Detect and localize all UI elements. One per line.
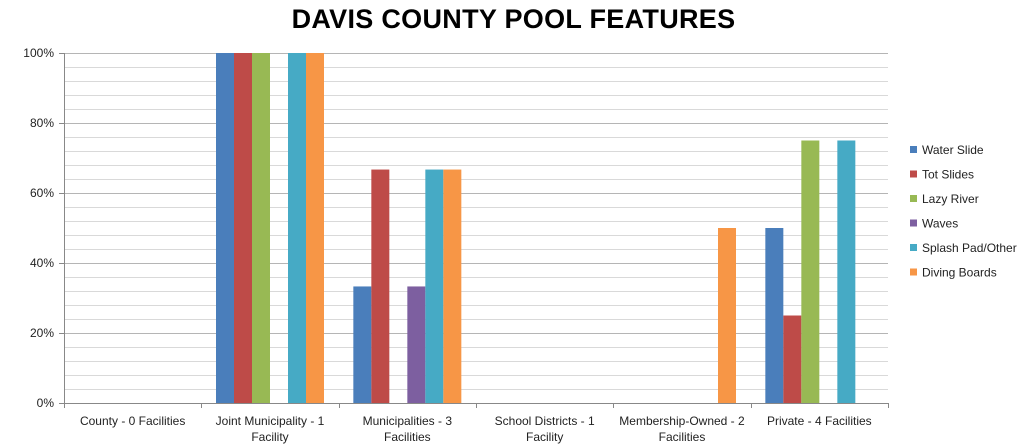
bar-tot-slides [234, 53, 252, 403]
y-tick-label: 0% [37, 396, 55, 410]
bar-diving-boards [306, 53, 324, 403]
y-tick-label: 100% [23, 46, 54, 60]
legend-swatch [910, 268, 917, 276]
legend-label: Tot Slides [922, 168, 974, 182]
gridlines [64, 53, 888, 404]
category-label: Private - 4 Facilities [767, 414, 872, 428]
bar-water-slide [765, 228, 784, 403]
bar-waves [407, 286, 426, 403]
bar-lazy-river [252, 53, 270, 403]
legend-label: Water Slide [922, 143, 984, 157]
legend-swatch [910, 195, 917, 202]
legend-swatch [910, 170, 917, 178]
y-tick-label: 20% [30, 326, 54, 340]
y-tick-label: 80% [30, 116, 54, 130]
legend-label: Waves [922, 217, 958, 231]
category-labels: County - 0 Facilities Joint Municipality … [80, 414, 872, 444]
bar-diving-boards [718, 228, 736, 403]
bar-diving-boards [443, 169, 462, 403]
category-label: Membership-Owned - 2 Facilities [619, 414, 745, 444]
bar-splash-pad-other [425, 169, 444, 403]
legend-label: Diving Boards [922, 266, 997, 280]
bar-lazy-river [801, 140, 820, 403]
category-label: Joint Municipality - 1 Facility [216, 414, 325, 444]
legend: Water Slide Tot Slides Lazy River Waves Spla… [910, 143, 1017, 280]
legend-swatch [910, 244, 917, 251]
bar-splash-pad-other [837, 140, 856, 403]
axes: 0% 20% 40% 60% 80% 100% [23, 46, 889, 410]
category-label: County - 0 Facilities [80, 414, 185, 428]
bar-water-slide [216, 53, 234, 403]
bar-splash-pad-other [288, 53, 306, 403]
legend-swatch [910, 219, 917, 227]
legend-label: Lazy River [922, 192, 979, 206]
bar-tot-slides [783, 315, 802, 403]
legend-label: Splash Pad/Other [922, 241, 1017, 255]
y-tick-label: 40% [30, 256, 54, 270]
category-label: Municipalities - 3 Facilities [363, 414, 453, 444]
bar-tot-slides [371, 169, 390, 403]
chart-title: DAVIS COUNTY POOL FEATURES [291, 4, 736, 34]
category-label: School Districts - 1 Facility [495, 414, 595, 444]
legend-swatch [910, 146, 917, 153]
bars [216, 53, 856, 403]
bar-water-slide [353, 286, 372, 403]
y-tick-label: 60% [30, 186, 54, 200]
